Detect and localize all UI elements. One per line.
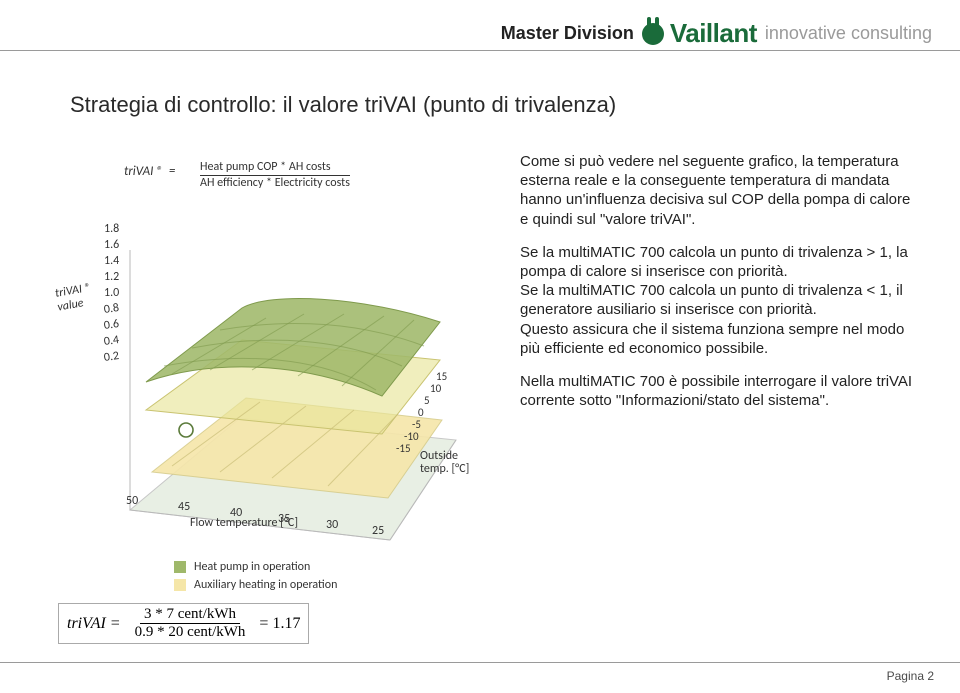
eq-result: = 1.17 xyxy=(259,615,300,633)
header-divider xyxy=(0,50,960,51)
y-tick: 0 xyxy=(418,406,456,418)
header-tagline: innovative consulting xyxy=(765,23,932,44)
y-tick: -10 xyxy=(404,430,456,442)
paragraph: Come si può vedere nel seguente grafico,… xyxy=(520,152,920,229)
brand-name: Vaillant xyxy=(670,18,757,49)
y-tick: 15 xyxy=(436,370,456,382)
paragraph: Nella multiMATIC 700 è possibile interro… xyxy=(520,372,920,410)
header: Master Division Vaillant innovative cons… xyxy=(501,18,932,49)
formula-numerator: Heat pump COP * AH costs xyxy=(200,160,350,176)
header-master: Master Division xyxy=(501,23,634,44)
formula-ratio: triVAI ® = Heat pump COP * AH costs AH e… xyxy=(200,160,350,190)
legend-label: Auxiliary heating in operation xyxy=(194,578,337,592)
legend-swatch xyxy=(174,561,186,573)
legend-swatch xyxy=(174,579,186,591)
z-tick: 1.6 xyxy=(104,238,119,254)
legend-item: Auxiliary heating in operation xyxy=(174,578,337,592)
footer-divider xyxy=(0,662,960,663)
y-tick: 5 xyxy=(424,394,456,406)
formula-equation: triVAI = 3 * 7 cent/kWh 0.9 * 20 cent/kW… xyxy=(58,603,309,644)
y-axis-label: Outside temp. [°C] xyxy=(420,450,480,476)
formula-label: triVAI ® = xyxy=(124,164,175,179)
legend-item: Heat pump in operation xyxy=(174,560,337,574)
body-text: Come si può vedere nel seguente grafico,… xyxy=(520,152,920,424)
paragraph-group: Se la multiMATIC 700 calcola un punto di… xyxy=(520,243,920,358)
diagram-3d: triVAI ® = Heat pump COP * AH costs AH e… xyxy=(60,150,480,630)
bunny-icon xyxy=(642,23,664,45)
x-axis-label: Flow temperature [°C] xyxy=(190,516,298,530)
formula-denominator: AH efficiency * Electricity costs xyxy=(200,176,350,190)
x-tick: 25 xyxy=(372,524,384,538)
page-title: Strategia di controllo: il valore triVAI… xyxy=(70,92,616,118)
eq-numerator: 3 * 7 cent/kWh xyxy=(140,606,240,624)
paragraph: Se la multiMATIC 700 calcola un punto di… xyxy=(520,244,908,280)
x-tick: 50 xyxy=(126,494,138,508)
legend: Heat pump in operation Auxiliary heating… xyxy=(174,560,337,596)
paragraph: Se la multiMATIC 700 calcola un punto di… xyxy=(520,282,903,318)
z-tick: 1.4 xyxy=(104,254,119,270)
y-tick: 10 xyxy=(430,382,456,394)
paragraph: Questo assicura che il sistema funziona … xyxy=(520,321,904,357)
eq-denominator: 0.9 * 20 cent/kWh xyxy=(131,624,250,641)
eq-lhs: triVAI = xyxy=(67,615,121,633)
x-tick: 30 xyxy=(326,518,338,532)
y-axis-ticks: 15 10 5 0 -5 -10 -15 xyxy=(408,370,456,454)
brand-logo: Vaillant xyxy=(642,18,757,49)
page-number: Pagina 2 xyxy=(887,669,934,683)
x-tick: 45 xyxy=(178,500,190,514)
legend-label: Heat pump in operation xyxy=(194,560,310,574)
y-tick: -5 xyxy=(412,418,456,430)
eq-fraction: 3 * 7 cent/kWh 0.9 * 20 cent/kWh xyxy=(131,606,250,641)
z-tick: 1.8 xyxy=(104,222,119,238)
z-tick: 0.2 xyxy=(103,349,120,367)
